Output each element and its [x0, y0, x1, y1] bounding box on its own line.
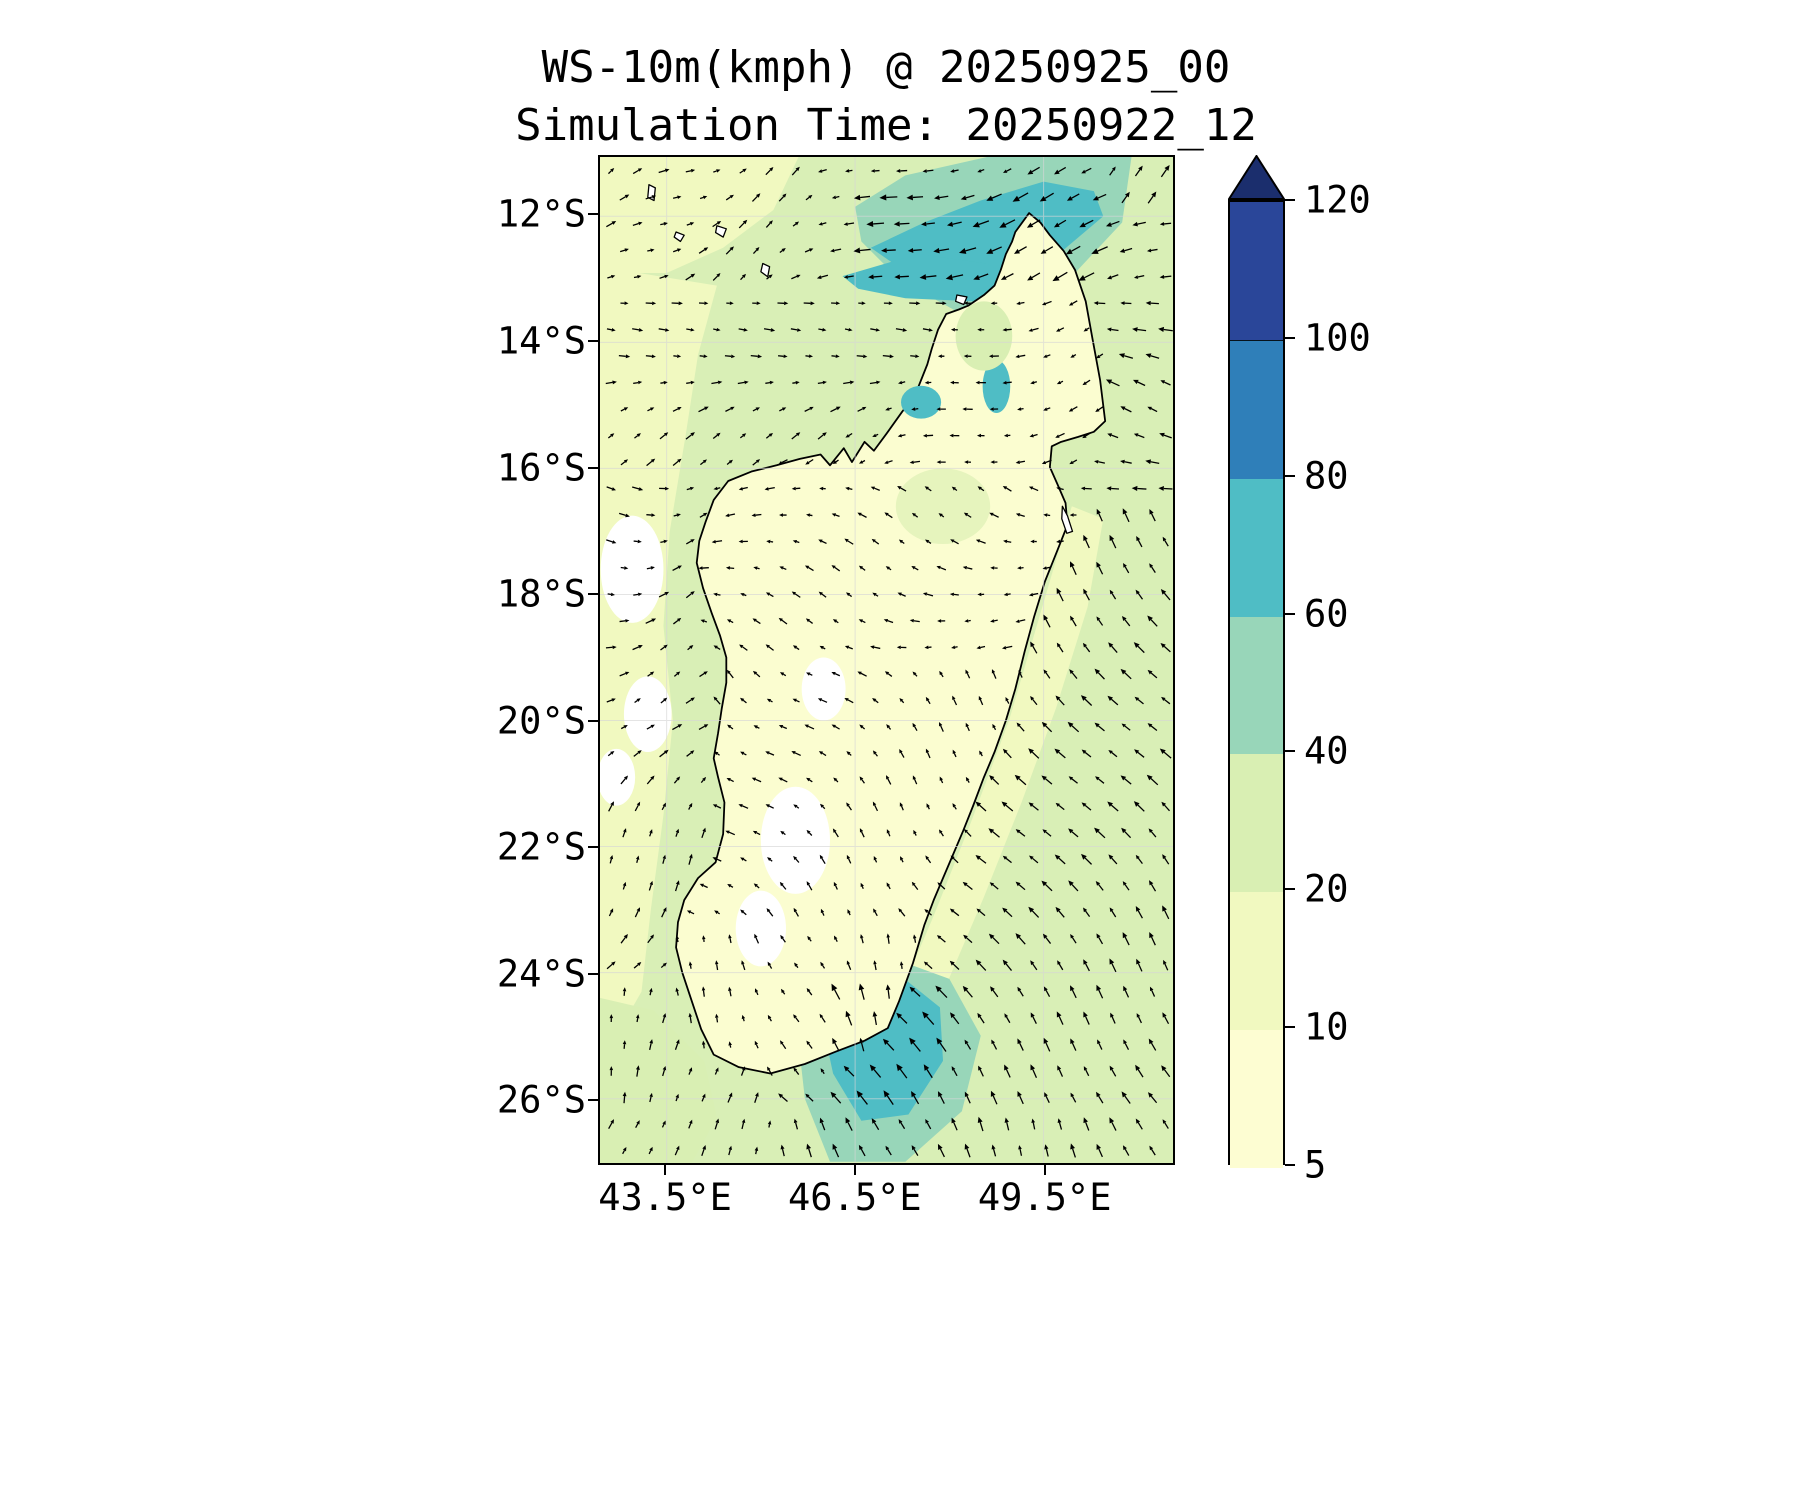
- colorbar-tick-mark: [1285, 612, 1295, 615]
- island-moheli: [673, 231, 685, 243]
- contour-region-land-white-patch-3: [801, 657, 846, 721]
- colorbar-tick-mark: [1285, 336, 1295, 339]
- x-tick-mark: [853, 1165, 856, 1175]
- contour-region-north-teal-streak: [842, 254, 1019, 302]
- colorbar-segment-20-40: [1230, 753, 1283, 893]
- y-tick-mark: [588, 340, 598, 343]
- colorbar-tick-label: 40: [1304, 729, 1349, 773]
- figure-title: WS-10m(kmph) @ 20250925_00: [541, 42, 1231, 93]
- colorbar-tick-label: 80: [1304, 454, 1349, 498]
- island-mayotte: [760, 262, 771, 278]
- colorbar-bar: [1228, 200, 1285, 1168]
- wind-arrow-shafts: [605, 166, 1173, 1158]
- island-anjouan: [714, 225, 727, 238]
- colorbar-segment-100-120: [1230, 202, 1283, 340]
- colorbar-tick-mark: [1285, 750, 1295, 753]
- contour-region-channel-pale: [600, 266, 717, 1049]
- colorbar-tick-mark: [1285, 888, 1295, 891]
- y-tick-mark: [588, 213, 598, 216]
- colorbar-tick-label: 20: [1304, 867, 1349, 911]
- colorbar-segment-10-20: [1230, 891, 1283, 1031]
- y-tick-label: 24°S: [496, 952, 586, 996]
- y-tick-label: 16°S: [496, 446, 586, 490]
- colorbar-segment-60-80: [1230, 477, 1283, 617]
- y-tick-mark: [588, 1099, 598, 1102]
- y-tick-mark: [588, 846, 598, 849]
- gridlines: [600, 157, 1173, 1163]
- y-tick-mark: [588, 719, 598, 722]
- colorbar-tick-label: 120: [1304, 178, 1371, 222]
- contour-region-white-patch-west-3: [600, 748, 636, 806]
- y-tick-label: 18°S: [496, 572, 586, 616]
- colorbar-tick-label: 60: [1304, 592, 1349, 636]
- colorbar-tick-mark: [1285, 1164, 1295, 1166]
- y-tick-mark: [588, 466, 598, 469]
- contour-region-ne-teal-patch-2: [982, 359, 1011, 413]
- y-tick-label: 26°S: [496, 1078, 586, 1122]
- x-tick-label: 43.5°E: [598, 1176, 732, 1219]
- colorbar-tick-mark: [1285, 1026, 1295, 1029]
- contour-region-land-white-patch-2: [735, 890, 787, 967]
- x-tick-label: 49.5°E: [977, 1176, 1112, 1219]
- colorbar-segment-80-100: [1230, 339, 1283, 479]
- contour-region-east-coastal-pale: [895, 506, 1104, 1030]
- colorbar-segment-5-10: [1230, 1029, 1283, 1168]
- colorbar-tick-mark: [1285, 474, 1295, 477]
- colorbar-tick-label: 100: [1304, 316, 1371, 360]
- y-tick-label: 22°S: [496, 825, 586, 869]
- y-tick-mark: [588, 593, 598, 596]
- x-tick-mark: [1043, 1165, 1046, 1175]
- colorbar-tick-label: 5: [1304, 1143, 1327, 1187]
- colorbar-extend-triangle: [1228, 155, 1285, 200]
- y-tick-label: 12°S: [496, 192, 586, 236]
- figure-subtitle: Simulation Time: 20250922_12: [515, 100, 1257, 151]
- x-tick-mark: [664, 1165, 667, 1175]
- map-plot: [598, 155, 1175, 1165]
- colorbar-tick-label: 10: [1304, 1005, 1349, 1049]
- contour-region-land-green-east: [895, 468, 991, 545]
- colorbar-tick-mark: [1285, 199, 1295, 201]
- colorbar-segment-40-60: [1230, 615, 1283, 755]
- y-tick-label: 20°S: [496, 699, 586, 743]
- contour-region-land-green-north: [955, 301, 1013, 371]
- y-tick-label: 14°S: [496, 319, 586, 363]
- contour-region-ne-teal-patch-1: [900, 385, 942, 419]
- island-nosy-be: [954, 294, 968, 306]
- contour-region-sw-green-corner: [600, 997, 717, 1163]
- map-canvas: [600, 157, 1173, 1163]
- contour-region-white-patch-west-1: [600, 515, 664, 623]
- contour-region-land-white-patch-1: [760, 786, 830, 894]
- island-ile-sainte-marie: [1061, 505, 1074, 534]
- contour-region-white-patch-west-2: [623, 676, 672, 753]
- y-tick-mark: [588, 972, 598, 975]
- x-tick-label: 46.5°E: [788, 1176, 922, 1219]
